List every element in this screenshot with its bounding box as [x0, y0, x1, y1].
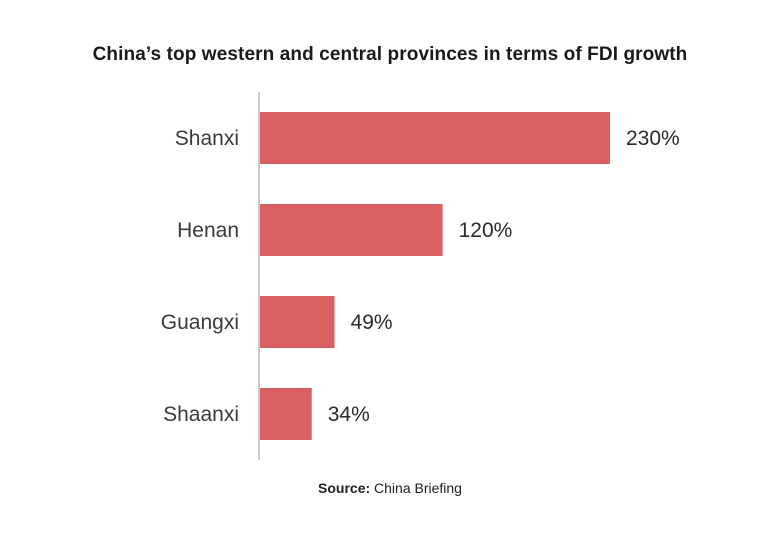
category-label-henan: Henan: [177, 219, 239, 242]
bars-group: Shanxi 230% Henan 120% Guangxi 49% Shaanxi 34%: [161, 112, 680, 440]
bar-shaanxi: [260, 388, 312, 440]
source-note: Source: China Briefing: [0, 480, 780, 496]
value-label-henan: 120%: [459, 219, 513, 242]
category-label-shaanxi: Shaanxi: [163, 403, 239, 426]
value-label-shaanxi: 34%: [328, 403, 370, 426]
value-label-shanxi: 230%: [626, 127, 680, 150]
bar-henan: [260, 204, 443, 256]
bar-guangxi: [260, 296, 335, 348]
bar-shanxi: [260, 112, 610, 164]
chart-title: China’s top western and central province…: [92, 44, 688, 65]
source-label: Source:: [318, 480, 371, 496]
value-label-guangxi: 49%: [351, 311, 393, 334]
source-text: China Briefing: [374, 480, 462, 496]
category-label-shanxi: Shanxi: [175, 127, 239, 150]
category-label-guangxi: Guangxi: [161, 311, 239, 334]
